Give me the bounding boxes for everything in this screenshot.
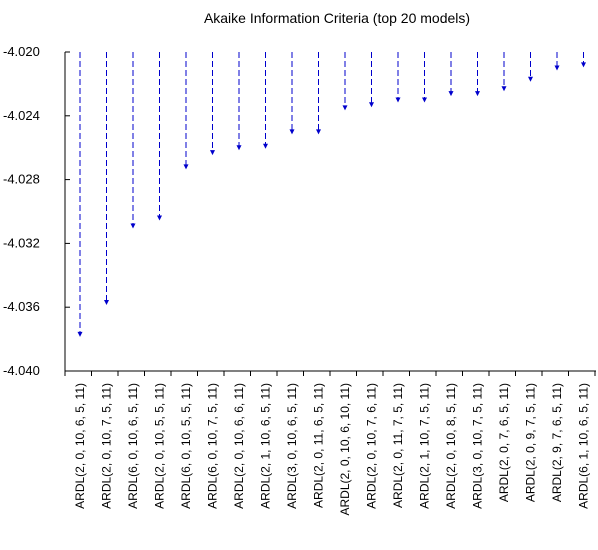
- y-tick-label: -4.028: [3, 172, 40, 187]
- data-point-arrowhead: [183, 164, 189, 170]
- data-point-arrowhead: [77, 331, 83, 337]
- x-tick-label: ARDL(2, 0, 7, 6, 5, 11): [497, 383, 511, 502]
- data-point-arrowhead: [554, 65, 560, 71]
- data-point-arrowhead: [263, 143, 268, 149]
- y-tick-label: -4.020: [3, 44, 40, 59]
- data-point-arrowhead: [369, 102, 374, 108]
- data-point-arrowhead: [501, 86, 507, 92]
- x-tick-label: ARDL(6, 0, 10, 5, 5, 11): [179, 383, 193, 509]
- x-tick-label: ARDL(2, 0, 11, 7, 5, 11): [391, 383, 405, 508]
- x-tick-label: ARDL(2, 0, 10, 7, 5, 11): [100, 383, 114, 509]
- x-tick-label: ARDL(2, 0, 10, 6, 10, 11): [338, 383, 352, 516]
- x-tick-label: ARDL(2, 0, 10, 5, 5, 11): [153, 383, 167, 509]
- data-point-arrowhead: [342, 105, 348, 111]
- y-axis-ticks: -4.020 -4.024 -4.028 -4.032 -4.036 -4.040: [3, 44, 70, 378]
- data-point-arrowhead: [104, 300, 109, 306]
- data-point-arrowhead: [236, 145, 242, 151]
- data-point-arrowhead: [422, 97, 427, 103]
- data-point-arrowhead: [395, 97, 401, 103]
- data-point-arrowhead: [130, 223, 136, 229]
- x-tick-label: ARDL(6, 1, 10, 6, 5, 11): [577, 383, 591, 509]
- x-tick-label: ARDL(6, 0, 10, 6, 5, 11): [126, 383, 140, 509]
- data-point-arrowhead: [289, 129, 295, 135]
- x-tick-label: ARDL(3, 0, 10, 6, 5, 11): [285, 383, 299, 509]
- x-tick-label: ARDL(3, 0, 10, 7, 5, 11): [471, 383, 485, 509]
- data-point-arrowhead: [581, 62, 586, 68]
- x-axis-ticks: [64, 371, 596, 376]
- x-tick-label: ARDL(2, 0, 10, 7, 6, 11): [365, 383, 379, 509]
- data-point-arrowhead: [448, 91, 454, 97]
- plot-area: -4.020 -4.024 -4.028 -4.032 -4.036 -4.040 ARD…: [3, 44, 596, 516]
- data-point-arrowhead: [316, 129, 321, 135]
- x-tick-label: ARDL(2, 0, 10, 8, 5, 11): [444, 383, 458, 509]
- y-tick-label: -4.036: [3, 299, 40, 314]
- x-tick-label: ARDL(2, 1, 10, 6, 5, 11): [259, 383, 273, 509]
- data-stems: [77, 52, 586, 337]
- x-axis-labels: ARDL(2, 0, 10, 6, 5, 11) ARDL(2, 0, 10, 7…: [73, 383, 591, 516]
- x-tick-label: ARDL(2, 0, 9, 7, 5, 11): [524, 383, 538, 502]
- x-tick-label: ARDL(2, 0, 11, 6, 5, 11): [312, 383, 326, 508]
- y-tick-label: -4.024: [3, 108, 40, 123]
- chart-title: Akaike Information Criteria (top 20 mode…: [204, 10, 470, 26]
- x-tick-label: ARDL(6, 0, 10, 7, 5, 11): [206, 383, 220, 509]
- data-point-arrowhead: [157, 215, 162, 221]
- data-point-arrowhead: [475, 91, 480, 97]
- data-point-arrowhead: [210, 150, 215, 156]
- x-tick-label: ARDL(2, 0, 10, 6, 6, 11): [232, 383, 246, 509]
- y-tick-label: -4.032: [3, 235, 40, 250]
- data-point-arrowhead: [528, 76, 533, 82]
- x-tick-label: ARDL(2, 1, 10, 7, 5, 11): [418, 383, 432, 509]
- x-tick-label: ARDL(2, 9, 7, 6, 5, 11): [550, 383, 564, 502]
- x-tick-label: ARDL(2, 0, 10, 6, 5, 11): [73, 383, 87, 509]
- y-tick-label: -4.040: [3, 363, 40, 378]
